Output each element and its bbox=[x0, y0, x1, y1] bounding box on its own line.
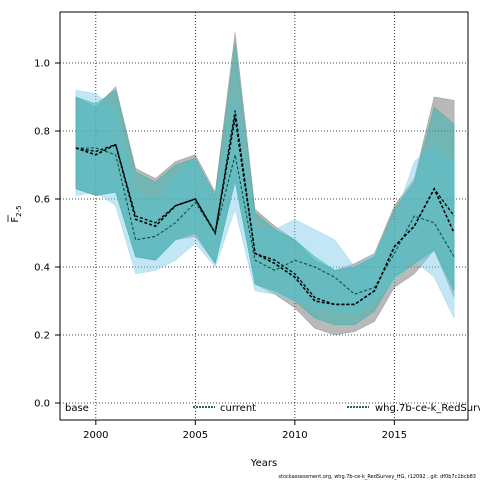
x-tick-label-3: 2015 bbox=[382, 430, 407, 441]
y-tick-label-1: 0.2 bbox=[34, 331, 50, 342]
x-tick-label-1: 2005 bbox=[183, 430, 208, 441]
y-tick-label-2: 0.4 bbox=[34, 263, 50, 274]
svg-text:F2-5: F2-5 bbox=[10, 205, 23, 222]
y-axis-label-sub: 2-5 bbox=[15, 205, 23, 216]
series-line-1 bbox=[75, 147, 455, 295]
x-axis: 2000 2005 2010 2015 bbox=[83, 420, 407, 441]
legend: base current whg.7b-ce-k_RedSurvey_HG bbox=[65, 403, 480, 414]
plot-frame bbox=[59, 11, 469, 421]
footer-text: stockassessment.org, whg.7b-ce-k_RedSurv… bbox=[278, 474, 476, 480]
x-tick-label-2: 2010 bbox=[282, 430, 307, 441]
legend-label-2: whg.7b-ce-k_RedSurvey_HG bbox=[375, 403, 480, 414]
y-tick-label-3: 0.6 bbox=[34, 195, 50, 206]
confidence-band-2 bbox=[75, 42, 455, 326]
series-lines bbox=[75, 110, 455, 306]
series-line-2 bbox=[75, 117, 455, 306]
y-tick-label-0: 0.0 bbox=[34, 399, 50, 410]
confidence-band-1 bbox=[75, 89, 455, 319]
x-tick-label-0: 2000 bbox=[83, 430, 108, 441]
y-axis-label-main: F bbox=[10, 217, 21, 223]
legend-label-1: current bbox=[220, 403, 256, 414]
y-tick-label-4: 0.8 bbox=[34, 127, 50, 138]
y-axis-label: F2-5 bbox=[7, 205, 23, 223]
legend-label-0: base bbox=[65, 403, 89, 414]
confidence-bands bbox=[75, 32, 455, 336]
y-axis: 0.0 0.2 0.4 0.6 0.8 1.0 bbox=[34, 59, 60, 410]
x-axis-label: Years bbox=[250, 458, 277, 469]
y-tick-label-5: 1.0 bbox=[34, 59, 50, 70]
